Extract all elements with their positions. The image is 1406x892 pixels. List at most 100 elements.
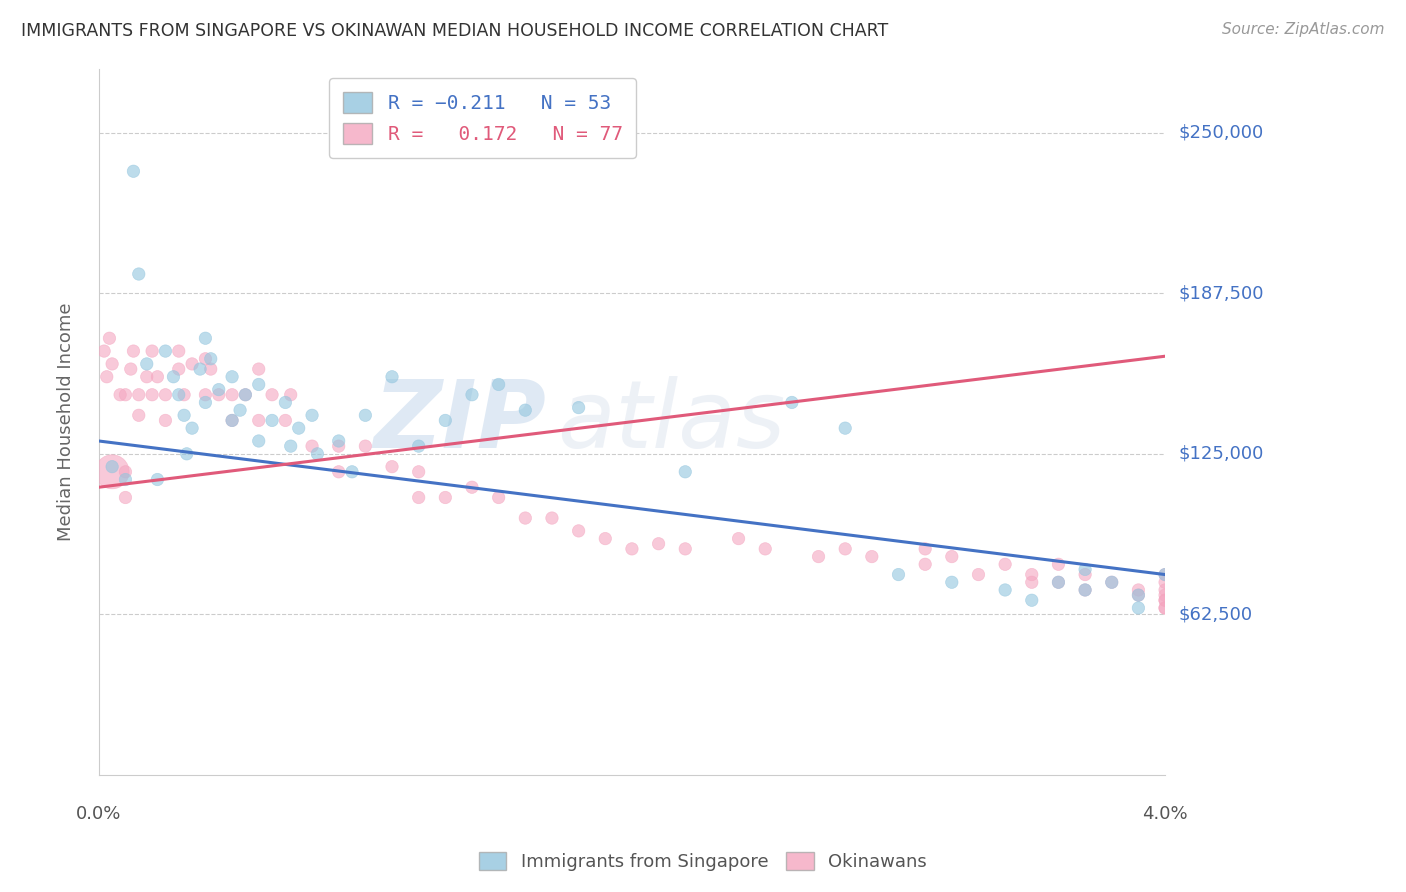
Y-axis label: Median Household Income: Median Household Income xyxy=(58,302,75,541)
Point xyxy=(967,567,990,582)
Point xyxy=(1154,567,1177,582)
Point xyxy=(434,491,457,505)
Point xyxy=(108,388,131,402)
Point xyxy=(135,369,157,384)
Point xyxy=(101,357,124,371)
Point xyxy=(1074,582,1097,597)
Legend: Immigrants from Singapore, Okinawans: Immigrants from Singapore, Okinawans xyxy=(472,845,934,879)
Point xyxy=(1101,575,1123,590)
Point xyxy=(98,331,121,345)
Point xyxy=(354,409,377,423)
Point xyxy=(807,549,830,564)
Text: $125,000: $125,000 xyxy=(1180,445,1264,463)
Point xyxy=(568,524,591,538)
Point xyxy=(1128,588,1150,602)
Point xyxy=(620,541,643,556)
Point xyxy=(673,465,696,479)
Point xyxy=(101,465,124,479)
Point xyxy=(173,388,195,402)
Text: 4.0%: 4.0% xyxy=(1142,805,1188,823)
Point xyxy=(200,362,222,376)
Point xyxy=(887,567,910,582)
Point xyxy=(914,541,936,556)
Point xyxy=(1154,575,1177,590)
Text: $250,000: $250,000 xyxy=(1180,124,1264,142)
Point xyxy=(647,537,669,551)
Point xyxy=(408,439,430,453)
Point xyxy=(194,388,217,402)
Point xyxy=(515,511,537,525)
Point xyxy=(208,383,231,397)
Point xyxy=(114,473,136,487)
Point xyxy=(167,388,190,402)
Point xyxy=(340,465,363,479)
Point xyxy=(834,421,856,435)
Point xyxy=(1128,588,1150,602)
Text: $187,500: $187,500 xyxy=(1180,285,1264,302)
Point xyxy=(1154,601,1177,615)
Point xyxy=(128,267,150,281)
Point xyxy=(834,541,856,556)
Point xyxy=(247,413,270,427)
Point xyxy=(155,388,177,402)
Point xyxy=(1128,601,1150,615)
Point xyxy=(141,344,163,359)
Point xyxy=(461,480,484,494)
Point xyxy=(1154,593,1177,607)
Point xyxy=(754,541,776,556)
Point xyxy=(221,413,243,427)
Point xyxy=(221,413,243,427)
Point xyxy=(188,362,211,376)
Point xyxy=(1154,567,1177,582)
Point xyxy=(128,409,150,423)
Point xyxy=(941,575,963,590)
Point xyxy=(354,439,377,453)
Point xyxy=(1047,575,1070,590)
Point xyxy=(247,434,270,448)
Point xyxy=(262,413,284,427)
Point xyxy=(128,388,150,402)
Text: Source: ZipAtlas.com: Source: ZipAtlas.com xyxy=(1222,22,1385,37)
Point xyxy=(287,421,309,435)
Point xyxy=(235,388,257,402)
Point xyxy=(135,357,157,371)
Point xyxy=(280,439,302,453)
Point xyxy=(408,491,430,505)
Text: $62,500: $62,500 xyxy=(1180,606,1253,624)
Point xyxy=(994,558,1017,572)
Point xyxy=(176,447,198,461)
Point xyxy=(994,582,1017,597)
Point xyxy=(1021,593,1043,607)
Point xyxy=(301,439,323,453)
Point xyxy=(1101,575,1123,590)
Point xyxy=(1154,582,1177,597)
Point xyxy=(1074,567,1097,582)
Point xyxy=(194,351,217,366)
Point xyxy=(541,511,564,525)
Point xyxy=(167,362,190,376)
Point xyxy=(274,395,297,409)
Point xyxy=(262,388,284,402)
Point xyxy=(122,344,145,359)
Point xyxy=(1074,562,1097,576)
Point xyxy=(181,357,204,371)
Point xyxy=(381,369,404,384)
Point xyxy=(200,351,222,366)
Point xyxy=(328,439,350,453)
Point xyxy=(93,344,115,359)
Point xyxy=(328,465,350,479)
Point xyxy=(96,369,118,384)
Point xyxy=(593,532,616,546)
Point xyxy=(221,388,243,402)
Point xyxy=(235,388,257,402)
Point xyxy=(173,409,195,423)
Legend: R = −0.211   N = 53, R =   0.172   N = 77: R = −0.211 N = 53, R = 0.172 N = 77 xyxy=(329,78,636,158)
Point xyxy=(673,541,696,556)
Point xyxy=(1047,575,1070,590)
Point xyxy=(155,344,177,359)
Point xyxy=(114,465,136,479)
Point xyxy=(1154,593,1177,607)
Point xyxy=(568,401,591,415)
Point xyxy=(488,491,510,505)
Point xyxy=(162,369,184,384)
